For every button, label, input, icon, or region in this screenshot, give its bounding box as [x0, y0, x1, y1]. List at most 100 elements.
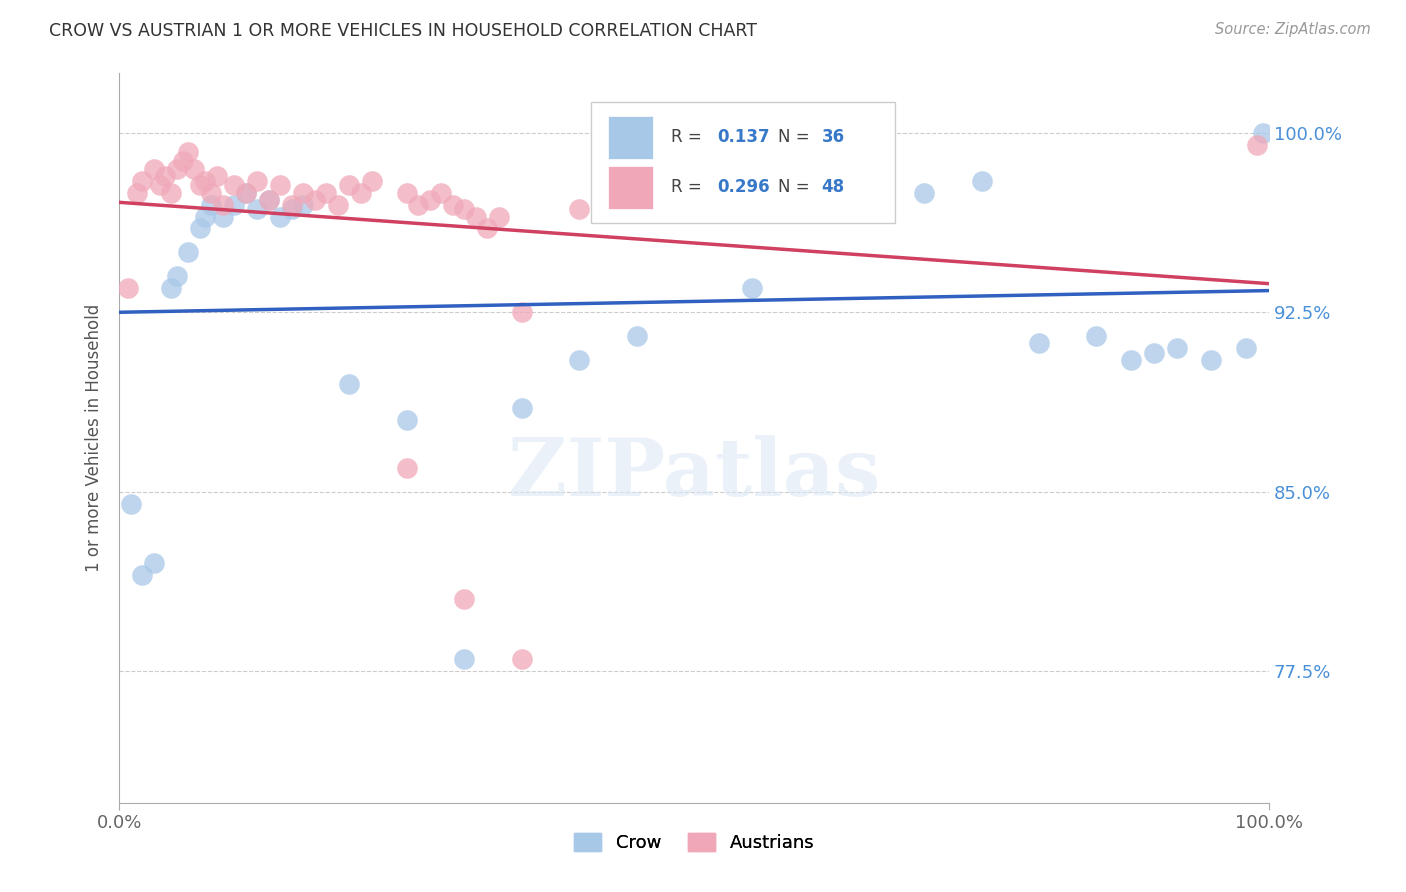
Point — [200, 197, 222, 211]
Point — [395, 460, 418, 475]
Point — [1143, 346, 1166, 360]
Text: R =: R = — [671, 178, 707, 196]
Point — [304, 193, 326, 207]
Text: 0.296: 0.296 — [717, 178, 769, 196]
Point — [1119, 353, 1142, 368]
FancyBboxPatch shape — [591, 103, 896, 222]
Point — [188, 221, 211, 235]
Point — [257, 193, 280, 207]
Point — [200, 186, 222, 200]
Point — [148, 178, 170, 193]
Point — [205, 169, 228, 183]
Y-axis label: 1 or more Vehicles in Household: 1 or more Vehicles in Household — [86, 303, 103, 572]
Point — [912, 186, 935, 200]
Point — [337, 376, 360, 391]
Text: R =: R = — [671, 128, 707, 146]
Point — [453, 592, 475, 607]
Point — [683, 197, 706, 211]
Point — [117, 281, 139, 295]
Point — [246, 202, 269, 217]
Point — [1201, 353, 1223, 368]
Point — [235, 186, 257, 200]
Point — [337, 178, 360, 193]
Text: 48: 48 — [821, 178, 845, 196]
Point — [280, 197, 302, 211]
Text: N =: N = — [778, 128, 815, 146]
Text: CROW VS AUSTRIAN 1 OR MORE VEHICLES IN HOUSEHOLD CORRELATION CHART: CROW VS AUSTRIAN 1 OR MORE VEHICLES IN H… — [49, 22, 758, 40]
Point — [626, 329, 648, 343]
Point — [131, 173, 153, 187]
Point — [155, 169, 177, 183]
Point — [257, 193, 280, 207]
Point — [510, 305, 533, 319]
Point — [194, 173, 217, 187]
Point — [1028, 336, 1050, 351]
Point — [166, 161, 188, 176]
Point — [741, 202, 763, 217]
Point — [120, 497, 142, 511]
Point — [292, 186, 315, 200]
Point — [453, 202, 475, 217]
Point — [211, 197, 233, 211]
Point — [269, 210, 291, 224]
Point — [292, 197, 315, 211]
Point — [419, 193, 441, 207]
Point — [315, 186, 337, 200]
Point — [269, 178, 291, 193]
Point — [235, 186, 257, 200]
Point — [1234, 341, 1257, 355]
Point — [453, 652, 475, 666]
Point — [131, 568, 153, 582]
Legend: Crow, Austrians: Crow, Austrians — [567, 825, 821, 859]
Text: N =: N = — [778, 178, 815, 196]
Text: 0.137: 0.137 — [717, 128, 769, 146]
Point — [970, 173, 993, 187]
Point — [160, 186, 183, 200]
Point — [797, 193, 820, 207]
Point — [166, 269, 188, 284]
Point — [211, 210, 233, 224]
Point — [160, 281, 183, 295]
Point — [395, 413, 418, 427]
FancyBboxPatch shape — [607, 166, 652, 209]
Point — [194, 210, 217, 224]
Text: Source: ZipAtlas.com: Source: ZipAtlas.com — [1215, 22, 1371, 37]
Point — [183, 161, 205, 176]
Point — [1166, 341, 1188, 355]
Point — [626, 193, 648, 207]
Point — [797, 197, 820, 211]
Point — [568, 202, 591, 217]
Text: ZIPatlas: ZIPatlas — [508, 435, 880, 513]
Point — [188, 178, 211, 193]
Point — [142, 557, 165, 571]
FancyBboxPatch shape — [607, 116, 652, 159]
Point — [326, 197, 349, 211]
Point — [1251, 126, 1274, 140]
Point — [430, 186, 453, 200]
Point — [1085, 329, 1108, 343]
Point — [510, 652, 533, 666]
Point — [350, 186, 373, 200]
Point — [395, 186, 418, 200]
Point — [406, 197, 429, 211]
Point — [142, 161, 165, 176]
Point — [361, 173, 384, 187]
Point — [1246, 137, 1268, 152]
Point — [125, 186, 148, 200]
Point — [475, 221, 498, 235]
Point — [464, 210, 486, 224]
Point — [568, 353, 591, 368]
Text: 36: 36 — [821, 128, 845, 146]
Point — [855, 161, 877, 176]
Point — [224, 178, 246, 193]
Point — [172, 154, 194, 169]
Point — [280, 202, 302, 217]
Point — [224, 197, 246, 211]
Point — [741, 281, 763, 295]
Point — [177, 245, 200, 260]
Point — [246, 173, 269, 187]
Point — [510, 401, 533, 415]
Point — [177, 145, 200, 159]
Point — [488, 210, 510, 224]
Point — [441, 197, 464, 211]
